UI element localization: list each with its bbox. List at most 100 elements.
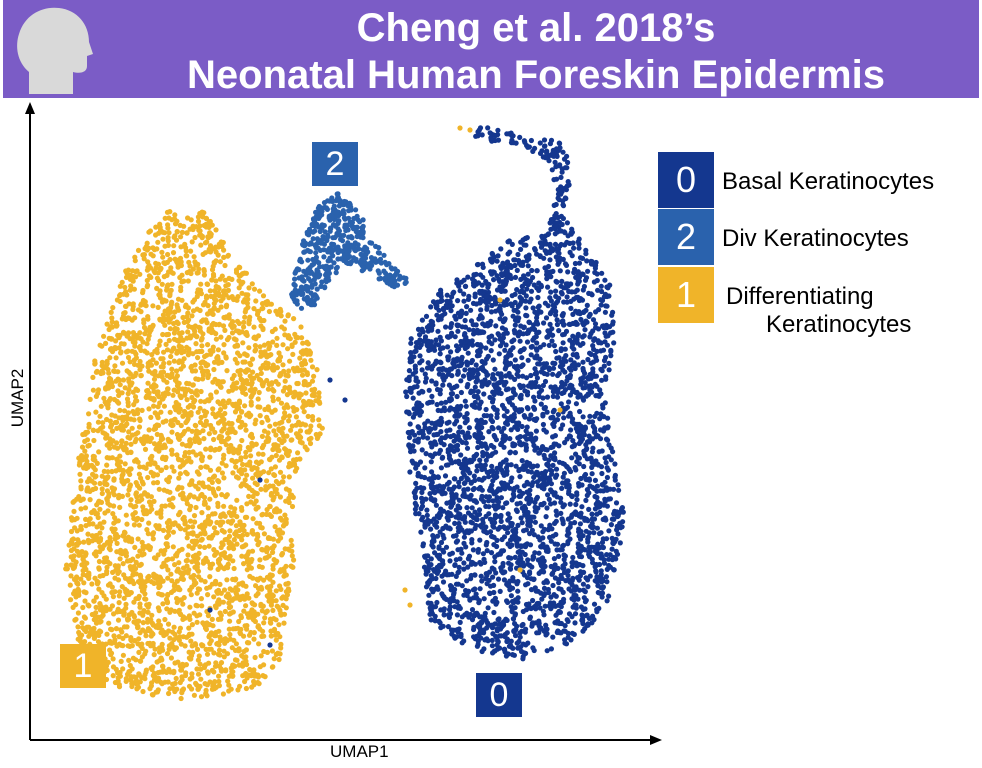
point-cluster-1 [116, 392, 122, 398]
point-cluster-1 [148, 414, 154, 420]
point-cluster-1 [155, 239, 161, 245]
point-cluster-0 [413, 480, 419, 486]
point-cluster-1 [186, 494, 192, 500]
point-cluster-1 [151, 498, 157, 504]
point-cluster-1 [172, 562, 178, 568]
point-cluster-1 [104, 358, 110, 364]
point-cluster-1 [229, 276, 235, 282]
point-cluster-0 [530, 645, 536, 651]
point-cluster-1 [166, 643, 172, 649]
point-cluster-0 [477, 457, 483, 463]
point-cluster-1 [171, 587, 177, 593]
point-cluster-1 [176, 512, 182, 518]
point-cluster-1 [186, 449, 192, 455]
point-cluster-1 [179, 330, 185, 336]
point-cluster-1 [89, 478, 95, 484]
point-cluster-1 [250, 475, 256, 481]
point-cluster-0 [442, 473, 449, 479]
point-cluster-1 [193, 436, 199, 442]
point-cluster-1 [227, 618, 233, 624]
point-cluster-1 [110, 594, 116, 600]
point-cluster-0 [609, 516, 616, 522]
point-cluster-1 [200, 251, 206, 257]
point-cluster-1 [172, 309, 178, 315]
point-cluster-1 [131, 522, 137, 528]
point-cluster-1 [203, 690, 209, 697]
point-cluster-1 [175, 566, 181, 572]
point-cluster-0 [424, 507, 430, 513]
point-cluster-1 [218, 512, 224, 518]
point-cluster-1 [184, 335, 190, 341]
point-cluster-1 [164, 557, 170, 563]
point-cluster-1 [264, 649, 270, 656]
point-cluster-1 [200, 480, 206, 486]
point-cluster-1 [186, 625, 192, 631]
point-cluster-1 [82, 448, 88, 454]
point-cluster-1 [266, 407, 272, 413]
point-cluster-1 [223, 593, 229, 599]
point-cluster-1 [277, 306, 283, 312]
point-cluster-1 [155, 625, 161, 631]
point-cluster-1 [297, 355, 303, 361]
point-cluster-1 [116, 593, 122, 599]
point-cluster-1 [130, 330, 136, 336]
point-cluster-1 [145, 474, 151, 481]
point-cluster-1 [107, 638, 113, 644]
point-cluster-1 [181, 319, 187, 325]
point-cluster-1 [197, 524, 203, 530]
point-cluster-0 [428, 526, 434, 532]
point-cluster-1 [111, 633, 117, 639]
point-cluster-1 [258, 486, 264, 492]
point-cluster-1 [171, 320, 177, 327]
point-cluster-1 [186, 613, 192, 619]
point-cluster-1 [211, 366, 217, 373]
point-cluster-1 [162, 456, 168, 463]
point-cluster-1 [131, 357, 137, 363]
point-cluster-1 [125, 576, 131, 582]
point-cluster-1 [265, 386, 271, 392]
point-cluster-1 [117, 453, 123, 459]
point-cluster-1 [83, 453, 89, 459]
point-cluster-0 [501, 480, 507, 486]
point-cluster-1 [165, 575, 171, 581]
point-cluster-1 [164, 669, 170, 676]
point-cluster-1 [200, 642, 206, 649]
point-cluster-1 [160, 229, 166, 235]
point-cluster-1 [281, 522, 287, 528]
point-cluster-1 [128, 441, 134, 447]
point-cluster-1 [195, 657, 201, 663]
point-cluster-1 [193, 376, 199, 382]
point-cluster-1 [244, 626, 250, 632]
point-cluster-1 [152, 423, 158, 429]
point-cluster-1 [264, 478, 270, 484]
point-cluster-1 [114, 540, 120, 546]
point-cluster-1 [171, 345, 177, 351]
point-cluster-0 [472, 291, 478, 297]
point-cluster-1 [195, 218, 202, 224]
point-cluster-1 [143, 244, 149, 250]
point-cluster-1 [78, 506, 84, 512]
point-cluster-1 [171, 468, 177, 474]
point-cluster-1 [178, 526, 184, 532]
point-cluster-1 [104, 488, 110, 494]
point-cluster-1 [180, 601, 186, 607]
point-cluster-1 [217, 634, 223, 640]
point-cluster-1 [233, 328, 240, 334]
point-cluster-1 [246, 285, 252, 291]
point-cluster-1 [153, 383, 159, 389]
point-cluster-1 [178, 422, 184, 429]
point-cluster-1 [136, 424, 143, 430]
point-cluster-1 [317, 400, 323, 406]
point-cluster-1 [116, 684, 123, 690]
point-cluster-0 [492, 366, 498, 372]
point-cluster-1 [311, 373, 317, 379]
point-cluster-1 [79, 453, 85, 459]
point-cluster-1 [243, 685, 249, 692]
point-cluster-1 [237, 264, 243, 271]
point-cluster-0 [501, 413, 507, 419]
point-cluster-1 [211, 300, 217, 307]
point-cluster-0 [426, 387, 432, 393]
point-cluster-1 [221, 288, 227, 294]
point-cluster-1 [136, 618, 142, 624]
point-cluster-0 [475, 133, 481, 139]
